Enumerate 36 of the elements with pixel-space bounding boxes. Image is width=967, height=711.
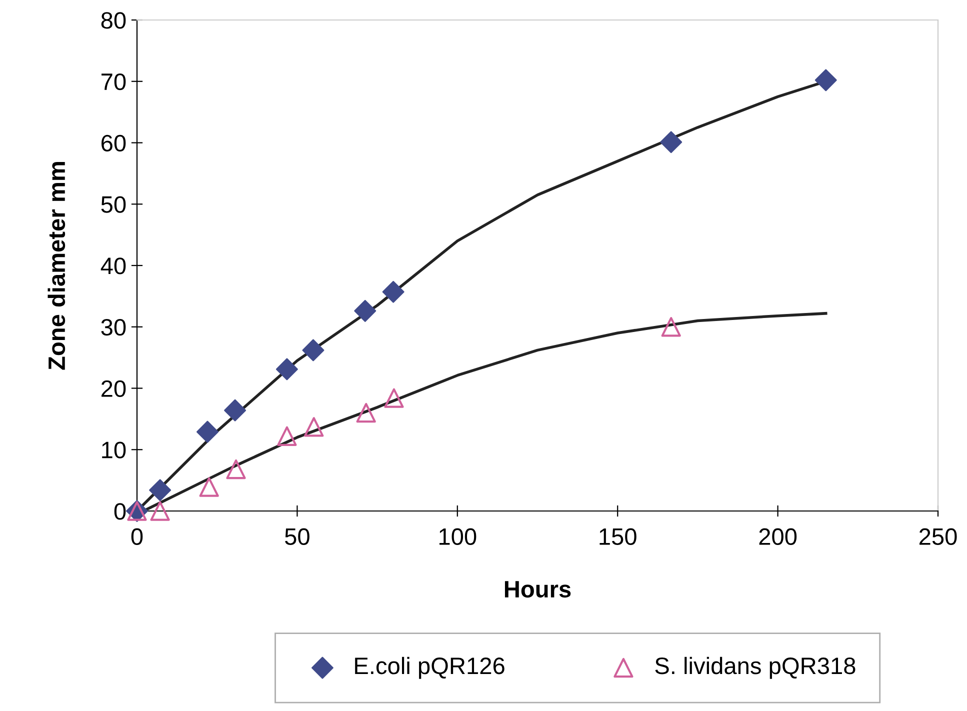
y-tick-label: 70 xyxy=(102,73,126,90)
point xyxy=(354,300,376,322)
y-tick-label: 20 xyxy=(102,380,126,398)
point xyxy=(196,420,218,443)
x-tick-label: 50 xyxy=(285,528,310,546)
point xyxy=(302,339,324,362)
y-tick-label: 60 xyxy=(102,134,126,152)
x-tick-label: 250 xyxy=(919,528,957,546)
y-tick-label: 10 xyxy=(102,442,126,458)
point xyxy=(226,459,246,480)
point xyxy=(277,426,297,446)
point xyxy=(276,358,298,380)
x-tick-label: 200 xyxy=(759,528,797,546)
point xyxy=(384,388,404,408)
point xyxy=(199,477,219,497)
legend-label: S. lividans pQR318 xyxy=(655,656,856,679)
x-axis-title: Hours xyxy=(504,581,571,598)
y-tick-label: 80 xyxy=(101,12,126,29)
point xyxy=(149,479,172,502)
x-tick-label: 100 xyxy=(440,528,476,546)
point xyxy=(224,399,246,422)
y-tick-label: 40 xyxy=(100,258,126,274)
y-tick-label: 30 xyxy=(101,318,126,336)
legend-label: E.coli pQR126 xyxy=(355,656,504,679)
point xyxy=(814,69,837,92)
y-axis-title: Zone diameter mm xyxy=(48,162,66,370)
y-tick-label: 0 xyxy=(114,503,126,520)
point xyxy=(660,131,682,154)
point xyxy=(382,280,404,303)
point xyxy=(356,402,376,423)
x-tick-label: 0 xyxy=(131,528,143,546)
y-tick-label: 50 xyxy=(101,196,126,213)
x-tick-label: 150 xyxy=(600,528,636,546)
point xyxy=(304,417,324,437)
point xyxy=(150,501,170,521)
point xyxy=(661,317,681,337)
